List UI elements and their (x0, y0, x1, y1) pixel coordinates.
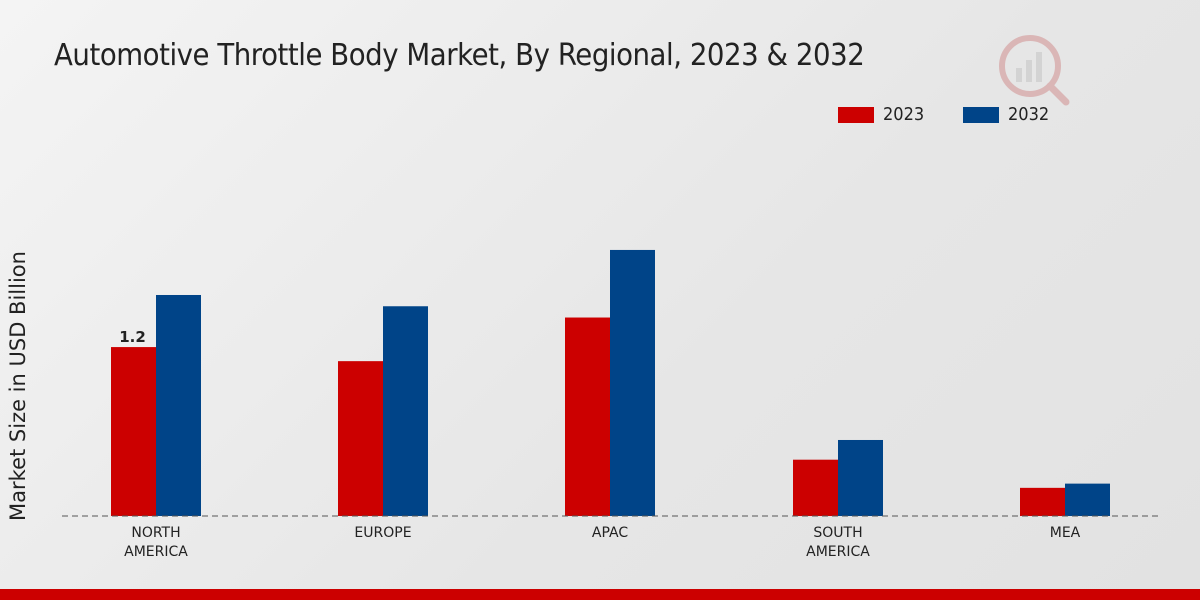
bar-2023-1[interactable] (338, 361, 383, 516)
x-tick-label-2: APAC (592, 525, 628, 541)
bar-2032-1[interactable] (383, 306, 428, 516)
chart-title: Automotive Throttle Body Market, By Regi… (54, 38, 865, 73)
bar-2032-3[interactable] (838, 439, 883, 516)
bar-2032-2[interactable] (610, 249, 655, 516)
chart-legend: 2023 2032 (838, 104, 1088, 125)
legend-swatch-2032 (962, 106, 999, 123)
data-label-0: 1.2 (119, 328, 146, 346)
brand-logo-icon (999, 35, 1070, 106)
footer-bar (0, 589, 1200, 600)
bar-2023-0[interactable] (111, 347, 156, 516)
bar-2023-4[interactable] (1020, 487, 1065, 516)
legend-swatch-2023 (838, 106, 874, 123)
legend-label-2032: 2032 (1007, 104, 1050, 125)
x-tick-label-1: EUROPE (354, 525, 411, 541)
bar-2023-2[interactable] (565, 317, 610, 516)
legend-label-2023: 2023 (883, 104, 925, 125)
x-tick-label-3: SOUTH AMERICA (806, 525, 870, 560)
bar-2032-4[interactable] (1065, 483, 1110, 516)
x-tick-label-0: NORTH AMERICA (124, 525, 188, 560)
bar-2032-0[interactable] (156, 294, 201, 516)
legend-item-2023[interactable]: 2023 (838, 104, 929, 125)
x-tick-label-4: MEA (1050, 525, 1081, 541)
bar-2023-3[interactable] (793, 459, 838, 516)
legend-item-2032[interactable]: 2032 (962, 104, 1054, 125)
